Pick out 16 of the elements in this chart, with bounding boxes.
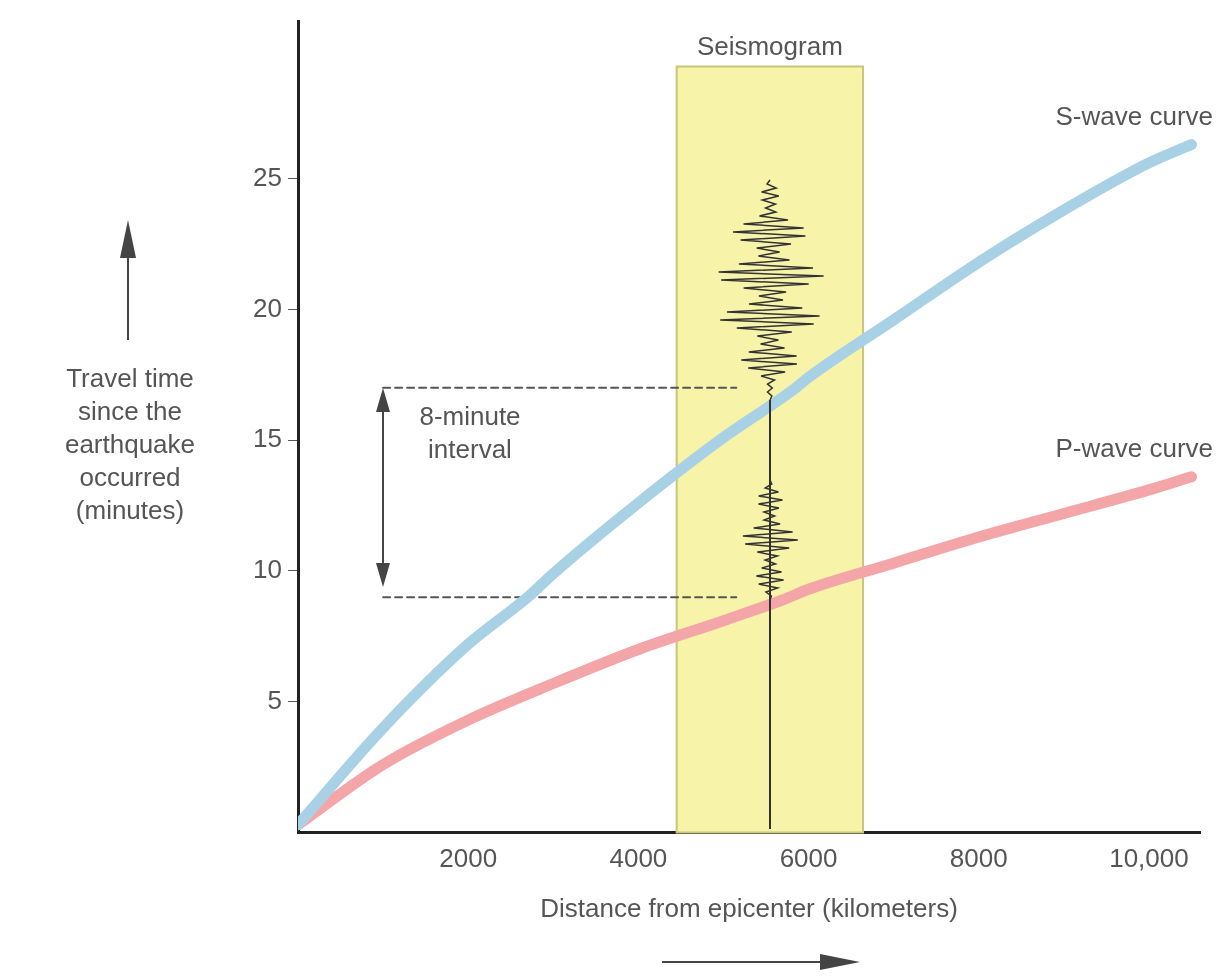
y-tick-label: 5 (267, 684, 282, 715)
x-tick-label: 8000 (949, 843, 1008, 874)
y-axis-title: Travel time since the earthquake occurred (minutes) (63, 362, 197, 527)
series-label: P-wave curve (1055, 432, 1213, 463)
annotation: 8-minute interval (418, 400, 522, 466)
y-tick-label: 25 (253, 161, 282, 192)
x-tick-label: 6000 (779, 843, 838, 874)
y-tick-label: 20 (253, 292, 282, 323)
x-tick-label: 10,000 (1109, 843, 1189, 874)
band-label: Seismogram (696, 30, 843, 61)
series-label: S-wave curve (1055, 100, 1213, 131)
x-tick-label: 4000 (609, 843, 668, 874)
x-tick-label: 2000 (439, 843, 498, 874)
y-tick-label: 10 (253, 554, 282, 585)
y-tick-label: 15 (253, 423, 282, 454)
x-axis-title: Distance from epicenter (kilometers) (540, 892, 958, 923)
